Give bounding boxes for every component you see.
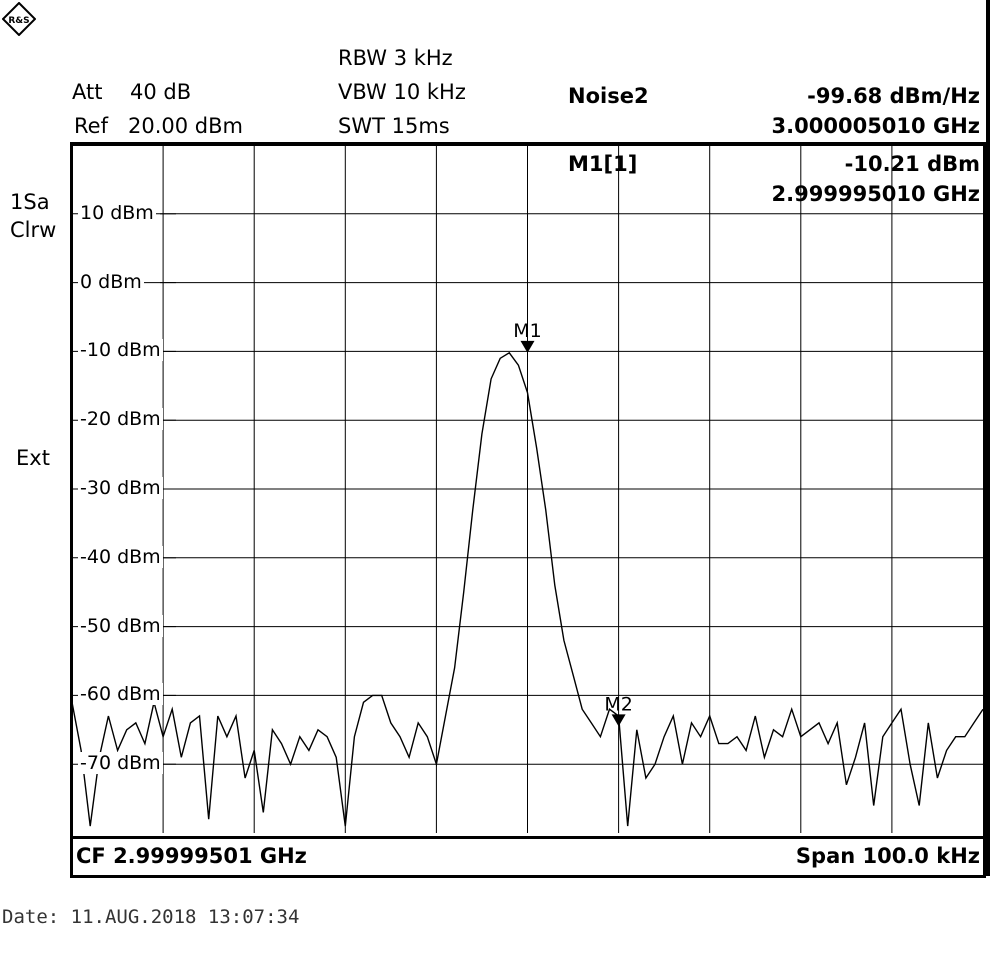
vbw-setting: VBW 10 kHz bbox=[338, 80, 466, 104]
trace-line bbox=[71, 351, 984, 827]
trace-mode-clrw: Clrw bbox=[10, 218, 57, 242]
y-tick-label: -30 dBm bbox=[78, 477, 163, 499]
y-tick-label: -10 dBm bbox=[78, 339, 163, 362]
att-label: Att bbox=[72, 80, 103, 104]
y-tick-label: -40 dBm bbox=[78, 545, 163, 568]
y-tick-label: -50 dBm bbox=[78, 614, 163, 637]
screen-right-border bbox=[986, 0, 990, 876]
y-tick-label: 10 dBm bbox=[78, 201, 156, 224]
marker-m2-label: M2 bbox=[604, 693, 632, 715]
y-tick-label: -20 dBm bbox=[78, 408, 163, 431]
footer-divider bbox=[70, 836, 986, 839]
ext-label: Ext bbox=[16, 446, 50, 470]
noise-marker-value: -99.68 dBm/Hz bbox=[807, 84, 980, 108]
m1-marker-label: M1[1] bbox=[568, 152, 638, 176]
plot-top-border bbox=[70, 142, 986, 146]
marker-m1-label: M1 bbox=[513, 320, 541, 342]
span-setting: Span 100.0 kHz bbox=[795, 844, 980, 868]
ref-label: Ref bbox=[74, 114, 108, 138]
rbw-setting: RBW 3 kHz bbox=[338, 46, 453, 70]
plot-grid bbox=[72, 145, 983, 833]
y-tick-label: -60 dBm bbox=[78, 683, 163, 706]
rohde-schwarz-logo-icon: R&S bbox=[2, 2, 36, 36]
marker-group: M1 M2 bbox=[513, 320, 633, 727]
ref-value: 20.00 dBm bbox=[128, 114, 243, 138]
att-value: 40 dB bbox=[130, 80, 192, 104]
marker-m2-triangle-icon bbox=[611, 714, 626, 727]
logo-text: R&S bbox=[8, 16, 29, 26]
y-tick-label: -70 dBm bbox=[78, 752, 163, 775]
noise-marker-label: Noise2 bbox=[568, 84, 649, 108]
m1-marker-value: -10.21 dBm bbox=[844, 152, 980, 176]
m1-marker-frequency: 2.999995010 GHz bbox=[771, 182, 980, 206]
capture-date: Date: 11.AUG.2018 13:07:34 bbox=[2, 906, 300, 928]
center-frequency: CF 2.99999501 GHz bbox=[76, 844, 307, 868]
noise-marker-frequency: 3.000005010 GHz bbox=[771, 114, 980, 138]
swt-setting: SWT 15ms bbox=[338, 114, 450, 138]
marker-m1-triangle-icon bbox=[520, 340, 535, 353]
trace-mode-sa: 1Sa bbox=[10, 190, 50, 214]
y-tick-label: 0 dBm bbox=[78, 270, 144, 293]
